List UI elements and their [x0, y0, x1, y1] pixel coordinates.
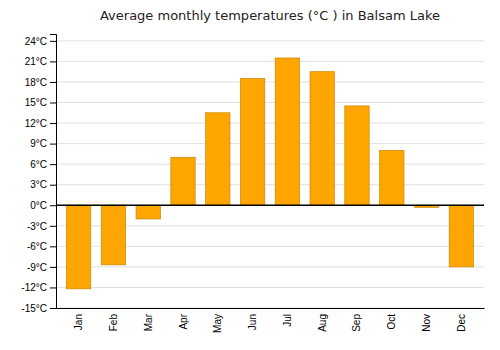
y-tick: -6°C [27, 241, 56, 252]
y-tick: -3°C [27, 221, 56, 232]
bar [206, 113, 230, 205]
y-tick-mark [50, 144, 56, 145]
bar [136, 205, 160, 219]
y-tick-mark [50, 61, 56, 62]
y-tick-mark [50, 246, 56, 247]
y-axis: -15°C -12°C -9°C -6°C -3°C 0°C 3°C 6°C 9°C 12°C 15… [21, 35, 56, 314]
x-tick-label: May [212, 314, 223, 333]
y-tick-label: 3°C [30, 179, 47, 190]
grid-line [56, 143, 484, 144]
grid-line [56, 102, 484, 103]
x-tick-label: Sep [351, 314, 362, 332]
bar [380, 150, 404, 205]
y-tick-label: 24°C [25, 36, 47, 47]
grid-line [56, 266, 484, 267]
y-tick-label: -6°C [27, 241, 47, 252]
x-tick: Dec [456, 314, 467, 332]
grid-line [56, 61, 484, 62]
y-axis-line [50, 35, 57, 309]
y-tick: -12°C [21, 282, 56, 293]
bar [240, 79, 264, 206]
y-tick-mark [50, 103, 56, 104]
y-tick-label: -3°C [27, 221, 47, 232]
chart: -15°C -12°C -9°C -6°C -3°C 0°C 3°C 6°C 9°C 12°C 15… [0, 0, 500, 350]
y-tick-mark [50, 287, 56, 288]
x-tick-label: Dec [456, 314, 467, 332]
grid-line [56, 308, 484, 309]
x-tick: Sep [351, 314, 362, 332]
y-tick: 15°C [25, 97, 56, 108]
y-tick: 12°C [25, 118, 56, 129]
y-tick-mark [50, 267, 56, 268]
y-tick: -9°C [27, 262, 56, 273]
x-tick: Jun [247, 314, 258, 330]
y-tick-mark [50, 205, 56, 206]
y-tick: 18°C [25, 77, 56, 88]
title: Average monthly temperatures (°C ) in Ba… [100, 8, 440, 23]
y-tick-mark [50, 164, 56, 165]
y-tick-mark [50, 185, 56, 186]
y-tick-mark [50, 82, 56, 83]
y-tick: 24°C [25, 36, 56, 47]
y-tick-label: 15°C [25, 97, 47, 108]
y-tick-label: -15°C [21, 303, 47, 314]
x-tick-label: Jan [73, 314, 84, 330]
y-tick-label: 21°C [25, 56, 47, 67]
x-axis-line [57, 308, 485, 309]
bar [66, 205, 90, 289]
x-tick-label: Mar [143, 313, 154, 331]
bar [345, 106, 369, 205]
x-tick-label: Feb [108, 314, 119, 332]
y-tick-mark [50, 123, 56, 124]
y-tick: 3°C [30, 179, 56, 190]
x-tick-label: Aug [317, 314, 328, 332]
grid-line [56, 81, 484, 82]
bar [101, 205, 125, 265]
grid-line [56, 123, 484, 124]
x-tick-label: Jul [282, 314, 293, 327]
grid-line [56, 287, 484, 288]
grid-line [56, 164, 484, 165]
x-tick: Jan [73, 314, 84, 330]
y-tick: 0°C [30, 200, 56, 211]
y-tick: 9°C [30, 138, 56, 149]
y-tick: 21°C [25, 56, 56, 67]
x-tick: Jul [282, 314, 293, 327]
y-tick-mark [50, 308, 56, 309]
x-tick: Mar [143, 313, 154, 331]
y-tick-label: 12°C [25, 118, 47, 129]
x-axis: Jan Feb Mar Apr May Jun Jul Aug Sep Oct Nov Dec [57, 309, 485, 333]
grid [56, 41, 484, 308]
x-tick-label: Oct [386, 314, 397, 330]
x-tick: May [212, 314, 223, 333]
y-tick-mark [50, 226, 56, 227]
bars [66, 58, 473, 289]
x-tick: Oct [386, 314, 397, 330]
plot: -15°C -12°C -9°C -6°C -3°C 0°C 3°C 6°C 9°C 12°C 15… [21, 35, 484, 333]
bar [310, 72, 334, 206]
y-tick-label: -12°C [21, 282, 47, 293]
y-tick-label: 0°C [30, 200, 47, 211]
y-tick-mark [50, 41, 56, 42]
grid-line [56, 40, 484, 41]
x-tick: Aug [317, 314, 328, 332]
x-tick-label: Apr [178, 313, 189, 329]
zero-line [56, 205, 484, 207]
y-tick: -15°C [21, 303, 56, 314]
x-tick: Feb [108, 314, 119, 332]
x-tick-label: Jun [247, 314, 258, 330]
y-tick: 6°C [30, 159, 56, 170]
x-tick: Nov [421, 314, 432, 332]
grid-line [56, 205, 484, 206]
bar [275, 58, 299, 205]
y-tick-label: -9°C [27, 262, 47, 273]
x-tick: Apr [178, 313, 189, 329]
bar [449, 205, 473, 267]
y-tick-label: 9°C [30, 138, 47, 149]
bar [171, 157, 195, 205]
y-tick-label: 6°C [30, 159, 47, 170]
y-tick-label: 18°C [25, 77, 47, 88]
grid-line [56, 184, 484, 185]
x-tick-label: Nov [421, 314, 432, 332]
